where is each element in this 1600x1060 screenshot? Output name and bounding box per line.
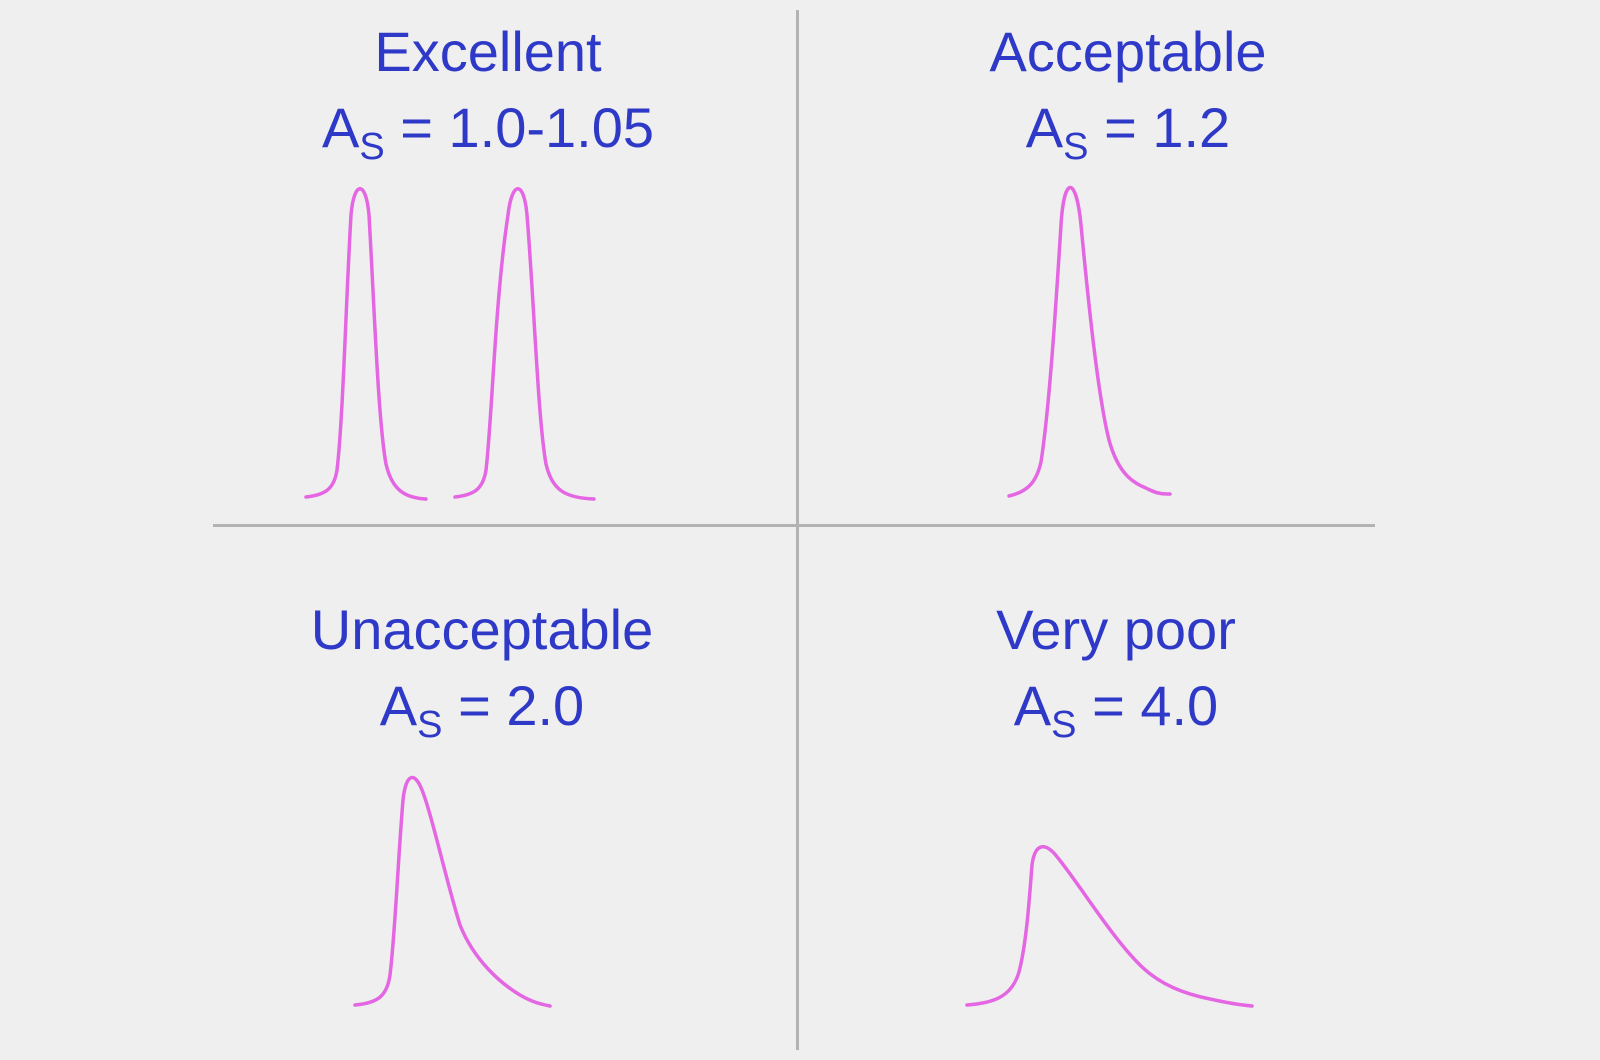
formula-subscript: S [417, 704, 443, 746]
panel-unacceptable-label: Unacceptable AS = 2.0 [202, 592, 762, 751]
formula-value: = 4.0 [1092, 674, 1219, 737]
formula-base: A [321, 96, 360, 159]
asymmetry-formula: AS = 1.0-1.05 [208, 90, 768, 173]
vertical-divider [796, 10, 799, 1050]
panel-title: Very poor [996, 598, 1236, 661]
slightly-tailing-peak [1007, 186, 1172, 498]
formula-value: = 1.2 [1104, 96, 1231, 159]
formula-value: = 1.0-1.05 [400, 96, 655, 159]
symmetric-peak-left [304, 187, 428, 501]
formula-base: A [1025, 96, 1064, 159]
horizontal-divider [213, 524, 1375, 527]
panel-excellent-label: Excellent AS = 1.0-1.05 [208, 14, 768, 173]
asymmetry-formula: AS = 1.2 [848, 90, 1408, 173]
asymmetry-formula: AS = 4.0 [836, 668, 1396, 751]
asymmetry-formula: AS = 2.0 [202, 668, 762, 751]
formula-base: A [379, 674, 418, 737]
formula-base: A [1013, 674, 1052, 737]
panel-title: Excellent [374, 20, 602, 83]
symmetric-peak-right [453, 187, 596, 501]
formula-subscript: S [1051, 704, 1077, 746]
severely-tailing-peak [965, 845, 1254, 1008]
panel-title: Unacceptable [310, 598, 654, 661]
formula-subscript: S [1063, 126, 1089, 168]
panel-title: Acceptable [989, 20, 1267, 83]
panel-very-poor-label: Very poor AS = 4.0 [836, 592, 1396, 751]
formula-value: = 2.0 [458, 674, 585, 737]
panel-acceptable-label: Acceptable AS = 1.2 [848, 14, 1408, 173]
tailing-peak [353, 776, 552, 1008]
formula-subscript: S [359, 126, 385, 168]
